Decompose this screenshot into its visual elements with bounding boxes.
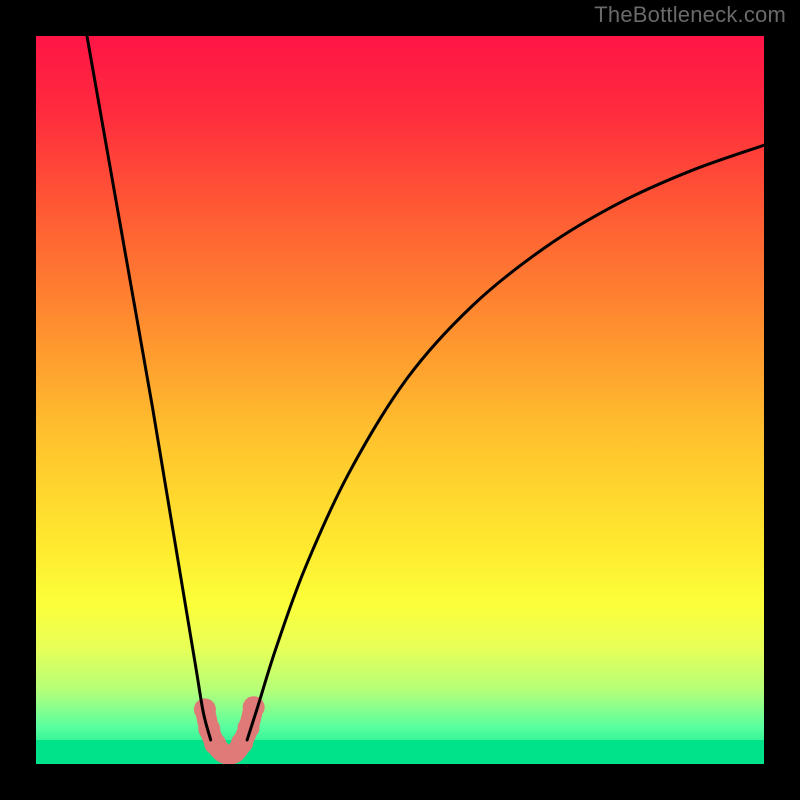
valley-highlight-dot [204, 733, 226, 755]
right-curve [247, 145, 764, 740]
chart-stage: TheBottleneck.com [0, 0, 800, 800]
plot-lines-layer [0, 0, 800, 800]
left-curve [87, 36, 211, 740]
watermark-text: TheBottleneck.com [594, 2, 786, 28]
